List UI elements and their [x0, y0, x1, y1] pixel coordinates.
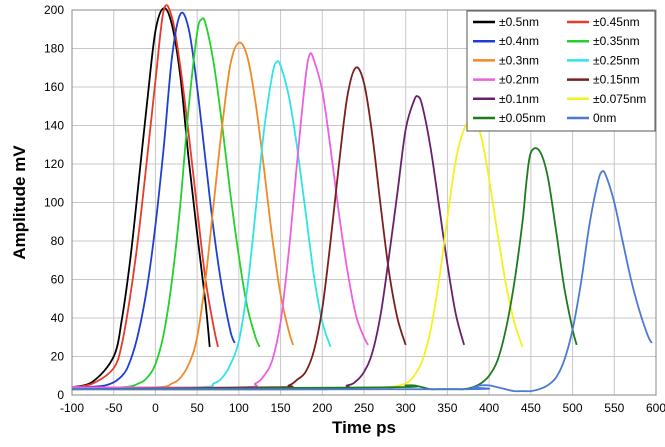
- x-tick-label: -50: [105, 401, 123, 415]
- series-line-1: [71, 4, 219, 389]
- legend-label: ±0.075nm: [593, 92, 646, 106]
- legend-label: ±0.1nm: [499, 92, 539, 106]
- x-axis-title: Time ps: [332, 418, 396, 437]
- x-tick-label: -100: [60, 401, 84, 415]
- series-line-0: [71, 7, 211, 389]
- series-line-7: [71, 66, 407, 391]
- x-tick-label: 600: [646, 401, 665, 415]
- x-tick-label: 300: [396, 401, 416, 415]
- series-line-5: [71, 60, 332, 389]
- x-tick-label: 200: [312, 401, 332, 415]
- x-tick-label: 550: [604, 401, 624, 415]
- legend-label: ±0.2nm: [499, 73, 539, 87]
- legend-label: ±0.5nm: [499, 15, 539, 29]
- x-tick-label: 50: [190, 401, 204, 415]
- series-line-8: [71, 95, 465, 391]
- x-tick-label: 250: [354, 401, 374, 415]
- y-tick-label: 140: [44, 119, 64, 133]
- legend-label: ±0.25nm: [593, 53, 640, 67]
- legend-label: ±0.4nm: [499, 34, 539, 48]
- series-line-2: [71, 11, 236, 389]
- y-tick-label: 60: [51, 273, 65, 287]
- y-tick-label: 0: [57, 388, 64, 402]
- series-line-3: [71, 17, 261, 389]
- series-lines: [71, 4, 653, 393]
- legend-label: ±0.15nm: [593, 73, 640, 87]
- y-tick-label: 180: [44, 42, 64, 56]
- x-tick-label: 500: [563, 401, 583, 415]
- tick-labels: 0 20 40 60 80 100 120 140 160 180 200 -100 -50 0 50 100…: [44, 3, 665, 415]
- y-tick-label: 120: [44, 157, 64, 171]
- series-line-4: [71, 41, 294, 389]
- y-axis-title: Amplitude mV: [10, 145, 29, 260]
- legend-label: ±0.35nm: [593, 34, 640, 48]
- x-tick-label: 350: [437, 401, 457, 415]
- legend-label: ±0.45nm: [593, 15, 640, 29]
- legend-box: [466, 10, 656, 132]
- x-tick-label: 400: [479, 401, 499, 415]
- y-tick-label: 160: [44, 80, 64, 94]
- y-tick-label: 20: [51, 350, 65, 364]
- x-tick-label: 450: [521, 401, 541, 415]
- legend: ±0.5nm ±0.45nm ±0.4nm ±0.35nm ±0.3nm ±0.25nm ±…: [466, 10, 656, 132]
- series-line-10: [71, 147, 578, 391]
- plot-frame: [71, 9, 657, 396]
- y-tick-label: 100: [44, 196, 64, 210]
- y-tick-label: 200: [44, 3, 64, 17]
- legend-label: ±0.3nm: [499, 53, 539, 67]
- series-line-6: [71, 52, 369, 389]
- legend-label: 0nm: [593, 111, 616, 125]
- legend-label: ±0.05nm: [499, 111, 546, 125]
- series-line-11: [71, 170, 653, 393]
- x-tick-label: 0: [152, 401, 159, 415]
- x-tick-label: 100: [229, 401, 249, 415]
- x-tick-label: 150: [271, 401, 291, 415]
- y-tick-label: 80: [51, 234, 65, 248]
- y-tick-label: 40: [51, 311, 65, 325]
